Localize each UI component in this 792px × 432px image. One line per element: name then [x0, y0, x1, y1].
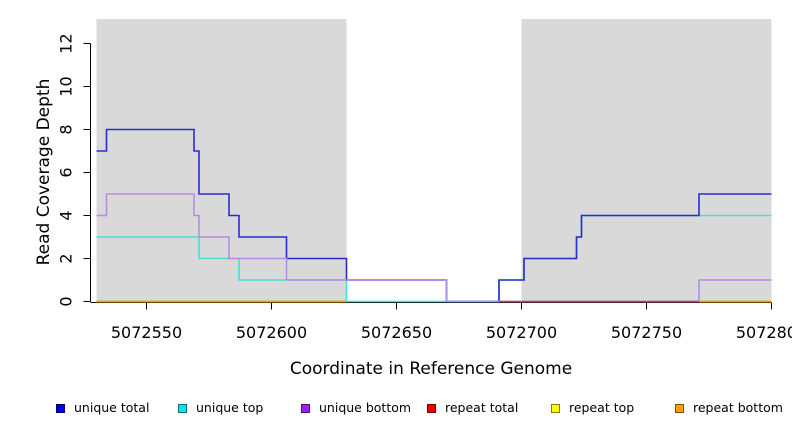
x-tick-label: 5072650 [361, 323, 432, 342]
x-tick-label: 5072750 [611, 323, 682, 342]
legend-label-repeat-bottom: repeat bottom [693, 400, 783, 415]
legend-swatch-repeat-top [551, 403, 560, 413]
legend-label-repeat-top: repeat top [569, 400, 635, 415]
y-tick-label: 6 [57, 167, 76, 177]
legend-label-repeat-total: repeat total [445, 400, 519, 415]
x-tick-label: 5072550 [111, 323, 182, 342]
legend-label-unique-bottom: unique bottom [319, 400, 412, 415]
legend-item-unique-total: unique total [56, 400, 149, 416]
y-tick-label: 4 [57, 210, 76, 220]
plot-svg: 5072550 5072600 5072650 5072700 5072750 50728… [57, 19, 792, 342]
y-tick-label: 12 [57, 33, 76, 53]
masked-region [96, 19, 347, 302]
legend-swatch-unique-total [56, 403, 65, 413]
legend-item-unique-top: unique top [178, 400, 263, 416]
y-tick-label: 2 [57, 253, 76, 263]
legend-label-unique-total: unique total [74, 400, 150, 415]
y-tick-label: 0 [57, 296, 76, 306]
masked-region [521, 19, 772, 302]
y-tick-label: 8 [57, 124, 76, 134]
legend-swatch-repeat-bottom [675, 403, 684, 413]
legend-label-unique-top: unique top [196, 400, 264, 415]
legend-item-unique-bottom: unique bottom [301, 400, 411, 416]
legend-swatch-unique-bottom [301, 403, 310, 413]
legend-swatch-unique-top [178, 403, 187, 413]
x-axis-title: Coordinate in Reference Genome [289, 359, 573, 379]
y-tick-label: 10 [57, 76, 76, 96]
x-tick-label: 5072600 [236, 323, 307, 342]
series-line-unique-total [96, 128, 772, 303]
x-tick-label: 5072700 [486, 323, 557, 342]
y-axis-title: Read Coverage Depth [34, 78, 54, 266]
legend-item-repeat-bottom: repeat bottom [675, 400, 783, 416]
legend-swatch-repeat-total [427, 403, 436, 413]
legend-item-repeat-top: repeat top [551, 400, 634, 416]
legend-item-repeat-total: repeat total [427, 400, 518, 416]
